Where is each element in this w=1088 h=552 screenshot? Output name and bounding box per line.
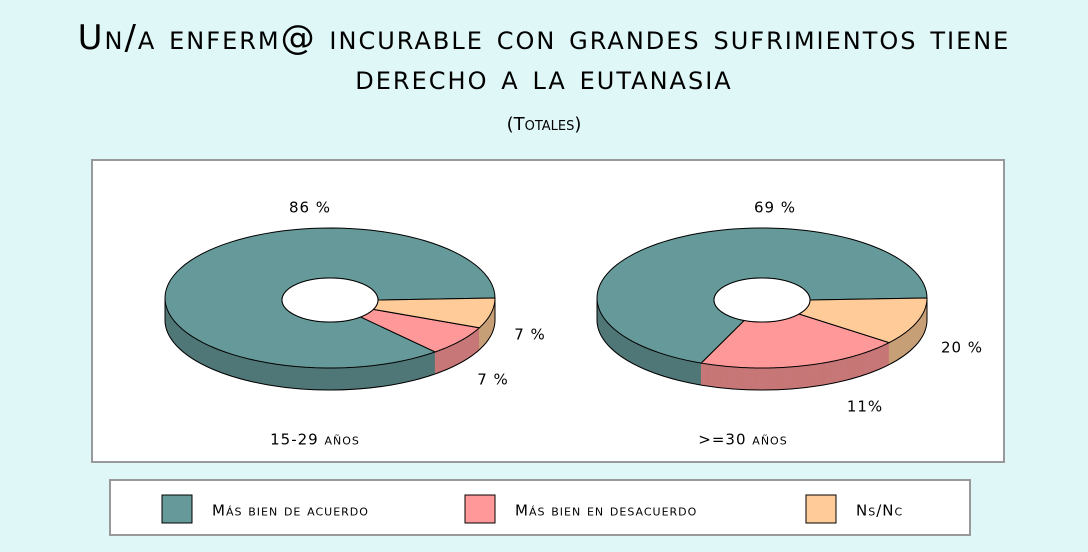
- hole: [281, 277, 379, 323]
- legend-swatch: [464, 494, 496, 524]
- pie-outline: [596, 298, 928, 391]
- title: Un/a enferm@ incurable con grandes sufri…: [0, 18, 1088, 98]
- subtitle: (Totales): [506, 114, 582, 135]
- value-label: 7 %: [477, 371, 509, 389]
- legend-swatch: [805, 494, 837, 524]
- legend-label: Más bien en desacuerdo: [515, 502, 697, 520]
- pie-outline: [164, 298, 496, 391]
- legend-swatch: [161, 494, 193, 524]
- value-label: 7 %: [514, 326, 546, 344]
- hole: [713, 277, 811, 323]
- value-label: 11%: [847, 398, 883, 416]
- pie-label: >=30 años: [698, 431, 787, 449]
- pie-label: 15-29 años: [270, 431, 360, 449]
- title-text: Un/a enferm@ incurable con grandes sufri…: [77, 18, 1011, 98]
- value-label: 86 %: [289, 199, 331, 217]
- value-label: 20 %: [941, 339, 983, 357]
- legend-label: Más bien de acuerdo: [212, 502, 369, 520]
- legend-label: Ns/Nc: [856, 502, 903, 520]
- value-label: 69 %: [754, 199, 796, 217]
